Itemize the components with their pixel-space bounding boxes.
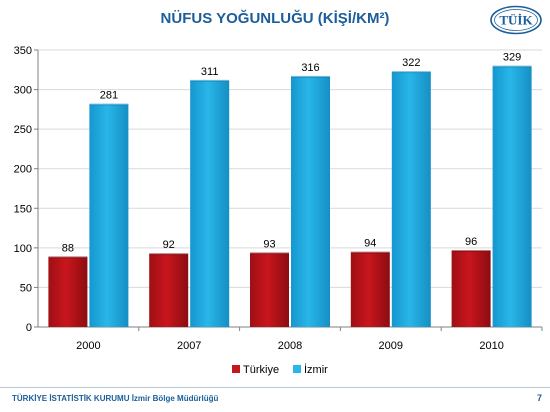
turkiye-bar [350,252,390,327]
page-number: 7 [537,393,543,403]
tuik-logo: TÜİK [490,5,542,35]
chart-title: NÜFUS YOĞUNLUĞU (KİŞİ/KM²) [160,10,390,27]
x-tick-label: 2000 [76,340,100,352]
x-tick-label: 2009 [379,340,403,352]
legend-swatch-izmir [293,365,301,373]
turkiye-bar [451,251,491,327]
izmir-bar [492,66,532,328]
y-tick-label: 250 [14,124,32,136]
footer-divider [0,387,550,388]
izmir-bar-cap [190,79,230,82]
izmir-bar-cap [291,75,330,78]
izmir-bar [89,104,129,327]
turkiye-bar [250,253,289,327]
izmir-bar [291,76,330,327]
y-tick-label: 150 [14,203,32,215]
x-tick-label: 2008 [278,340,302,352]
data-label: 322 [402,57,420,69]
turkiye-bar [149,254,189,327]
data-label: 93 [263,238,275,250]
data-label: 316 [301,62,319,74]
data-label: 329 [503,52,521,64]
y-tick-label: 0 [26,322,32,334]
y-tick-label: 350 [14,45,32,57]
data-label: 88 [62,242,74,254]
footer-text: TÜRKİYE İSTATİSTİK KURUMU İzmir Bölge Mü… [12,394,219,403]
izmir-bar-cap [391,71,431,74]
y-tick-label: 200 [14,164,32,176]
svg-text:TÜİK: TÜİK [499,13,533,28]
x-tick-label: 2007 [177,340,201,352]
y-tick-label: 300 [14,85,32,97]
y-tick-label: 100 [14,243,32,255]
turkiye-bar-cap [250,252,289,255]
data-label: 96 [465,236,477,248]
y-tick-label: 50 [20,282,32,294]
izmir-bar-cap [89,103,129,106]
legend-label-turkiye: Türkiye [243,364,279,376]
data-label: 94 [364,238,376,250]
izmir-bar [391,72,431,327]
izmir-bar-cap [492,65,532,68]
data-label: 92 [163,239,175,251]
turkiye-bar-cap [451,250,491,253]
legend-swatch-turkiye [232,365,240,373]
legend-label-izmir: İzmir [304,363,328,376]
izmir-bar [190,80,230,327]
turkiye-bar [48,257,88,327]
turkiye-bar-cap [48,256,88,259]
turkiye-bar-cap [350,251,390,254]
turkiye-bar-cap [149,253,189,256]
x-tick-label: 2010 [479,340,503,352]
data-label: 281 [100,90,118,102]
data-label: 311 [201,66,219,78]
